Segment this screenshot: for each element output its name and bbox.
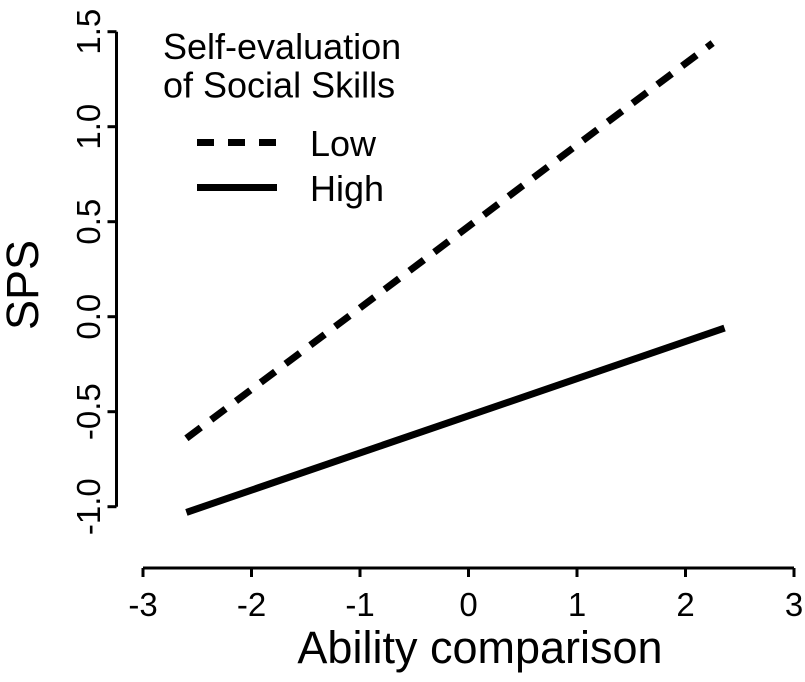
x-axis-title: Ability comparison (297, 622, 662, 673)
y-tick-label: 1.5 (70, 9, 107, 55)
x-tick-label: 1 (568, 586, 586, 623)
y-axis: 1.5 1.0 0.5 0.0 -0.5 -1.0 (70, 9, 118, 535)
x-axis: -3 -2 -1 0 1 2 3 (128, 566, 803, 623)
y-tick-label: -1.0 (70, 478, 107, 535)
y-tick-label: -0.5 (70, 383, 107, 440)
series-lines (184, 40, 726, 516)
y-tick-label: 0.0 (70, 294, 107, 340)
legend-title-line1: Self-evaluation (163, 26, 401, 67)
x-tick-label: 2 (676, 586, 694, 623)
series-line-high (185, 324, 726, 516)
x-tick-label: -2 (237, 586, 266, 623)
y-tick-label: 1.0 (70, 104, 107, 150)
series-line-low (184, 40, 715, 442)
y-axis-title: SPS (0, 240, 48, 330)
legend-line-samples (197, 139, 277, 191)
legend-title-line2: of Social Skills (163, 65, 395, 106)
legend: Self-evaluation of Social Skills Low Hig… (163, 26, 401, 209)
x-tick-label: 3 (785, 586, 803, 623)
legend-label-low: Low (310, 123, 377, 164)
y-tick-label: 0.5 (70, 199, 107, 245)
x-tick-label: -3 (128, 586, 157, 623)
legend-label-high: High (310, 168, 384, 209)
x-tick-label: 0 (459, 586, 477, 623)
x-tick-label: -1 (345, 586, 374, 623)
